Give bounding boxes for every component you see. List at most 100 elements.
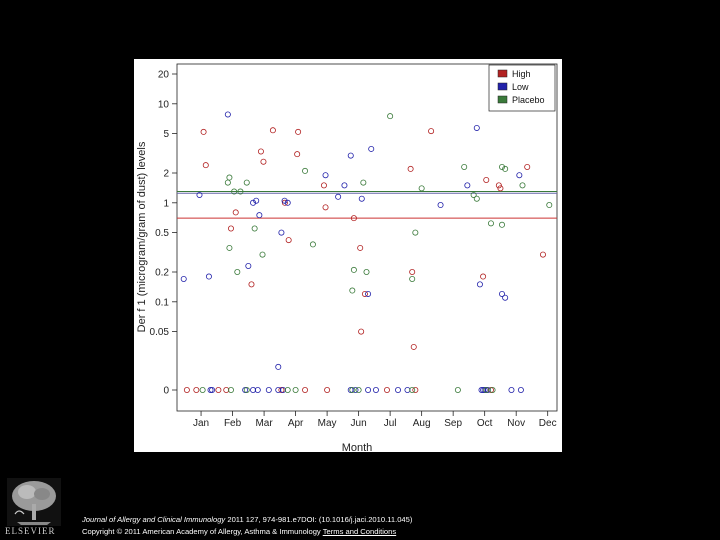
data-point-high [202, 162, 209, 169]
data-point-low [242, 386, 249, 393]
x-axis-label: Month [342, 442, 373, 452]
data-point-placebo [237, 188, 244, 195]
x-tick-label: Dec [539, 418, 557, 429]
data-point-high [383, 386, 390, 393]
y-tick-label: 1 [163, 198, 169, 209]
data-point-low [473, 124, 480, 131]
data-point-low [341, 182, 348, 189]
data-point-placebo [363, 268, 370, 275]
data-point-low [484, 386, 491, 393]
data-point-low [180, 275, 187, 282]
legend-entry: Low [512, 82, 529, 92]
data-point-low [322, 172, 329, 179]
data-point-high [324, 386, 331, 393]
copyright-text: Copyright © 2011 American Academy of All… [82, 527, 321, 536]
data-point-high [320, 182, 327, 189]
data-point-high [200, 128, 207, 135]
data-point-low [464, 182, 471, 189]
data-point-high [193, 386, 200, 393]
data-point-placebo [226, 244, 233, 251]
y-tick-label: 0 [163, 386, 169, 397]
data-point-high [428, 128, 435, 135]
data-point-high [223, 386, 230, 393]
journal-name: Journal of Allergy and Clinical Immunolo… [82, 515, 226, 524]
data-point-low [478, 386, 485, 393]
data-point-placebo [454, 386, 461, 393]
data-point-high [248, 281, 255, 288]
data-point-low [480, 386, 487, 393]
y-tick-label: 0.5 [155, 228, 169, 239]
data-point-low [358, 195, 365, 202]
data-point-placebo [302, 167, 309, 174]
data-point-high [487, 386, 494, 393]
data-point-high [358, 328, 365, 335]
data-point-low [196, 191, 203, 198]
y-tick-label: 20 [158, 70, 170, 81]
x-tick-label: Jan [193, 418, 209, 429]
data-point-high [412, 386, 419, 393]
data-point-low [205, 273, 212, 280]
data-point-high [322, 204, 329, 211]
data-point-placebo [350, 266, 357, 273]
data-point-high [483, 176, 490, 183]
data-point-placebo [519, 182, 526, 189]
data-point-low [404, 386, 411, 393]
data-point-placebo [224, 179, 231, 186]
data-point-placebo [502, 165, 509, 172]
data-point-low [372, 386, 379, 393]
data-point-low [365, 386, 372, 393]
data-point-high [495, 182, 502, 189]
x-tick-label: Jul [384, 418, 397, 429]
data-point-high [269, 127, 276, 134]
data-point-low [275, 386, 282, 393]
data-point-low [516, 172, 523, 179]
data-point-high [294, 151, 301, 158]
y-tick-label: 10 [158, 99, 170, 110]
data-point-placebo [227, 386, 234, 393]
data-point-low [517, 386, 524, 393]
data-point-high [407, 165, 414, 172]
data-point-low [224, 111, 231, 118]
y-tick-label: 2 [163, 169, 169, 180]
data-point-low [265, 386, 272, 393]
data-point-placebo [412, 229, 419, 236]
y-tick-label: 0.05 [150, 327, 170, 338]
data-point-placebo [309, 241, 316, 248]
data-point-placebo [387, 113, 394, 120]
data-point-placebo [251, 225, 258, 232]
data-point-high [361, 290, 368, 297]
data-point-low [281, 197, 288, 204]
y-axis-label: Der f 1 (microgram/gram of dust) levels [136, 141, 148, 332]
data-point-high [409, 268, 416, 275]
data-point-placebo [231, 188, 238, 195]
data-point-high [183, 386, 190, 393]
data-point-placebo [259, 251, 266, 258]
data-point-placebo [473, 195, 480, 202]
data-point-low [256, 212, 263, 219]
legend-swatch [497, 82, 508, 91]
x-axis: Jan Feb Mar Apr May Jun Jul Aug Sep Oct Nov Dec [193, 411, 557, 429]
data-point-placebo [349, 386, 356, 393]
x-tick-label: Mar [255, 418, 273, 429]
data-point-placebo [243, 386, 250, 393]
data-point-high [278, 386, 285, 393]
data-point-high [350, 215, 357, 222]
data-point-placebo [499, 163, 506, 170]
plot-frame [176, 63, 558, 412]
data-point-placebo [409, 275, 416, 282]
legend-entry: High [512, 69, 531, 79]
x-tick-label: Nov [507, 418, 525, 429]
citation-line: Journal of Allergy and Clinical Immunolo… [82, 515, 412, 524]
data-point-placebo [470, 191, 477, 198]
data-point-placebo [234, 268, 241, 275]
terms-link[interactable]: Terms and Conditions [322, 527, 397, 536]
data-point-placebo [360, 179, 367, 186]
data-point-high [539, 251, 546, 258]
data-point-high [281, 199, 288, 206]
data-point-low [253, 197, 260, 204]
data-point-low [508, 386, 515, 393]
data-point-low [395, 386, 402, 393]
data-point-high [357, 244, 364, 251]
data-point-placebo [292, 386, 299, 393]
legend-swatch [497, 95, 508, 104]
